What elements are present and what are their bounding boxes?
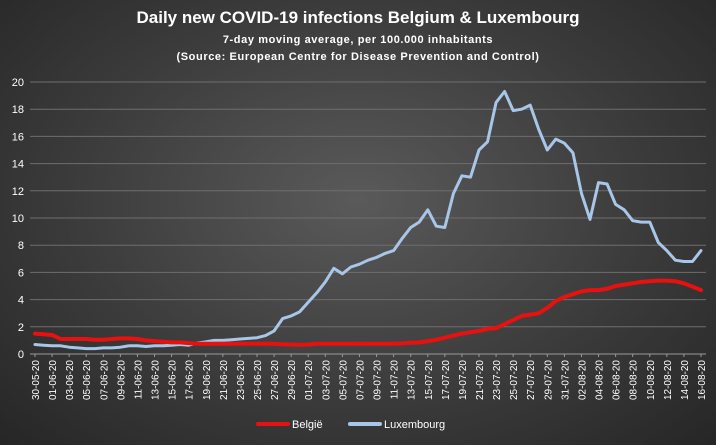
y-tick-label: 0 <box>18 349 24 361</box>
y-tick-label: 12 <box>12 186 24 198</box>
legend-label-belgie: België <box>292 419 323 431</box>
x-tick-label: 17-06-20 <box>185 360 196 400</box>
chart-title: Daily new COVID-19 infections Belgium & … <box>136 8 580 27</box>
x-tick-label: 09-06-20 <box>116 360 127 400</box>
x-tick-label: 05-07-20 <box>338 360 349 400</box>
x-tick-label: 09-07-20 <box>373 360 384 400</box>
x-tick-label: 17-07-20 <box>441 360 452 400</box>
x-tick-label: 21-06-20 <box>219 360 230 400</box>
chart-source: (Source: European Centre for Disease Pre… <box>176 51 540 63</box>
series-line-belgie <box>33 278 703 347</box>
x-tick-label: 03-07-20 <box>321 360 332 400</box>
x-tick-label: 11-07-20 <box>390 360 401 400</box>
x-tick-label: 07-07-20 <box>355 360 366 400</box>
x-tick-label: 15-06-20 <box>168 360 179 400</box>
x-tick-label: 06-08-20 <box>612 360 623 400</box>
y-tick-label: 2 <box>18 322 24 334</box>
x-tick-label: 07-06-20 <box>99 360 110 400</box>
y-tick-label: 6 <box>18 267 24 279</box>
x-tick-label: 25-06-20 <box>253 360 264 400</box>
x-tick-label: 25-07-20 <box>509 360 520 400</box>
x-tick-label: 13-06-20 <box>151 360 162 400</box>
x-tick-label: 29-07-20 <box>543 360 554 400</box>
x-tick-label: 01-06-20 <box>48 360 59 400</box>
x-tick-label: 14-08-20 <box>680 360 691 400</box>
x-tick-label: 29-06-20 <box>287 360 298 400</box>
legend-label-luxembourg: Luxembourg <box>384 419 445 431</box>
y-tick-label: 16 <box>12 131 24 143</box>
x-tick-label: 08-08-20 <box>629 360 640 400</box>
x-tick-label: 01-07-20 <box>304 360 315 400</box>
x-tick-label: 19-06-20 <box>202 360 213 400</box>
x-tick-label: 15-07-20 <box>424 360 435 400</box>
x-tick-label: 10-08-20 <box>646 360 657 400</box>
y-tick-label: 18 <box>12 104 24 116</box>
y-tick-label: 20 <box>12 77 24 89</box>
y-tick-label: 8 <box>18 240 24 252</box>
x-tick-label: 30-05-20 <box>31 360 42 400</box>
y-tick-label: 10 <box>12 213 24 225</box>
x-tick-label: 16-08-20 <box>697 360 708 400</box>
series-line-luxembourg <box>33 90 703 351</box>
chart-subtitle: 7-day moving average, per 100.000 inhabi… <box>222 34 494 46</box>
x-tick-label: 23-06-20 <box>236 360 247 400</box>
x-tick-label: 13-07-20 <box>407 360 418 400</box>
x-tick-label: 02-08-20 <box>577 360 588 400</box>
y-tick-label: 14 <box>12 159 24 171</box>
x-tick-label: 05-06-20 <box>82 360 93 400</box>
x-tick-label: 19-07-20 <box>458 360 469 400</box>
x-tick-label: 12-08-20 <box>663 360 674 400</box>
x-tick-label: 04-08-20 <box>595 360 606 400</box>
x-tick-label: 11-06-20 <box>133 360 144 400</box>
x-tick-label: 27-07-20 <box>526 360 537 400</box>
y-tick-label: 4 <box>18 295 24 307</box>
x-tick-label: 03-06-20 <box>65 360 76 400</box>
x-tick-label: 21-07-20 <box>475 360 486 400</box>
x-tick-label: 23-07-20 <box>492 360 503 400</box>
x-tick-label: 27-06-20 <box>270 360 281 400</box>
x-tick-label: 31-07-20 <box>560 360 571 400</box>
